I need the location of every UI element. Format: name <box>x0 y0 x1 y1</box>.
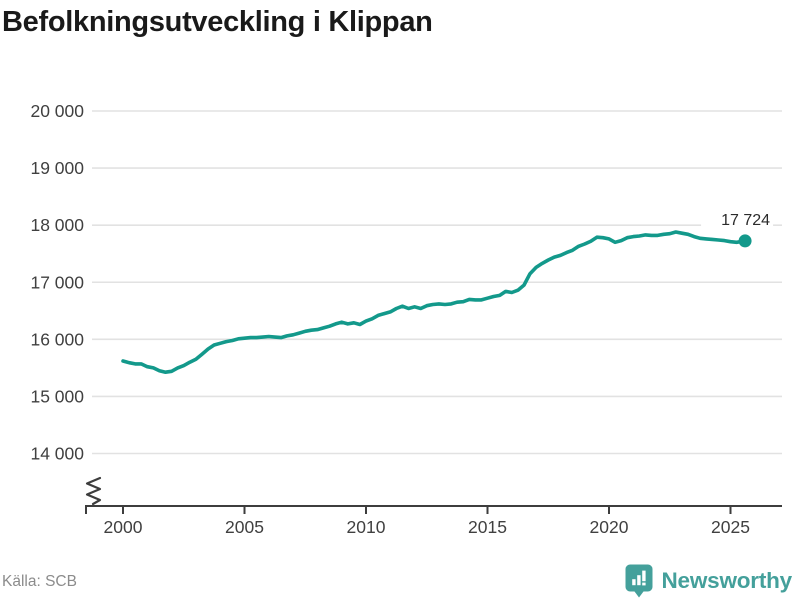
newsworthy-logo-icon <box>625 564 653 598</box>
x-axis-label: 2025 <box>711 517 750 537</box>
y-axis-label: 14 000 <box>30 444 84 464</box>
source-label: Källa: SCB <box>2 573 77 590</box>
x-axis-label: 2015 <box>468 517 507 537</box>
y-axis-label: 15 000 <box>30 386 84 406</box>
last-value-label: 17 724 <box>721 212 770 229</box>
last-value-dot <box>738 234 752 248</box>
x-axis-label: 2005 <box>225 517 264 537</box>
chart-title: Befolkningsutveckling i Klippan <box>2 6 433 38</box>
y-axis-label: 17 000 <box>30 272 84 292</box>
population-line <box>121 230 747 375</box>
newsworthy-brand-text: Newsworthy <box>661 568 792 593</box>
y-axis-label: 18 000 <box>30 215 84 235</box>
x-axis-label: 2010 <box>347 517 386 537</box>
y-axis-label: 19 000 <box>30 158 84 178</box>
last-value-label-halo <box>701 207 774 228</box>
x-axis-label: 2000 <box>104 517 143 537</box>
y-axis-label: 20 000 <box>30 101 84 121</box>
newsworthy-logo[interactable]: Newsworthy <box>625 563 792 599</box>
y-axis-label: 16 000 <box>30 329 84 349</box>
axis-break-icon <box>85 476 102 506</box>
x-axis-label: 2020 <box>590 517 629 537</box>
